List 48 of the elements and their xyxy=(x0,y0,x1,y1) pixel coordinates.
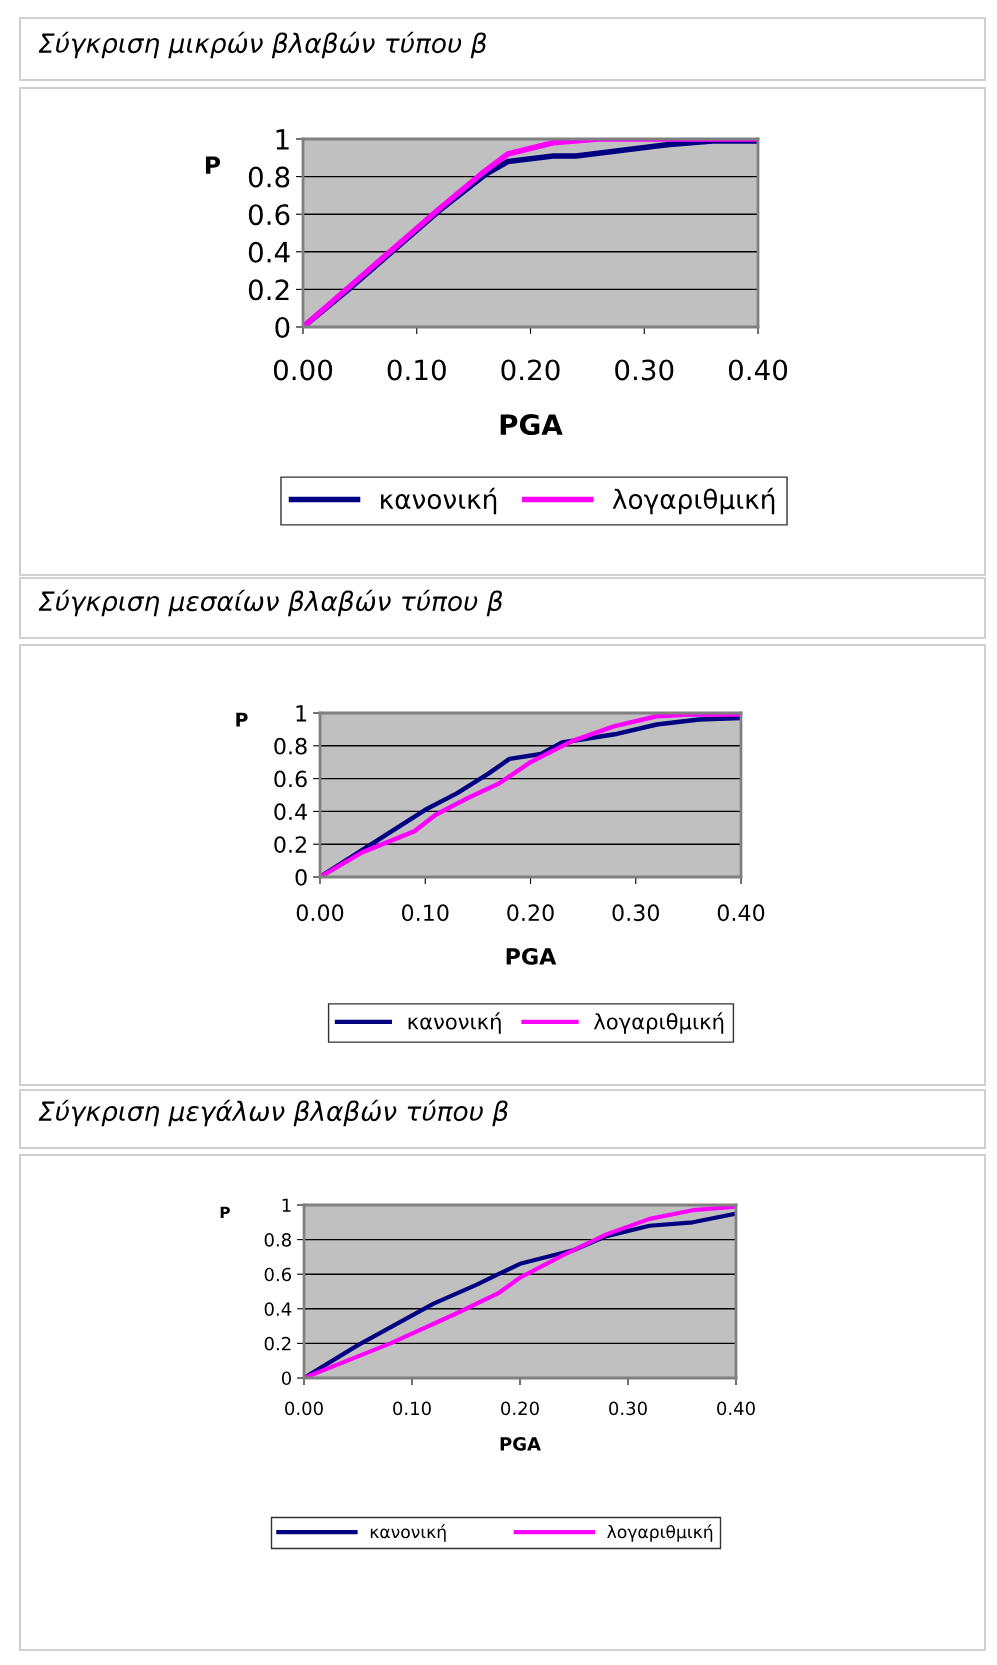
legend-label: κανονική xyxy=(370,1524,446,1542)
x-tick-label: 0.20 xyxy=(507,904,554,922)
x-tick-label: 0.20 xyxy=(501,359,560,381)
x-tick-label: 0.30 xyxy=(609,1401,647,1416)
x-axis-title: PGA xyxy=(500,414,563,436)
chart-title: Σύγκριση μεσαίων βλαβών τύπου β xyxy=(38,589,502,617)
y-tick-label: 1 xyxy=(276,129,289,150)
y-tick-label: 0.6 xyxy=(264,1267,292,1282)
legend-label: κανονική xyxy=(381,487,497,515)
x-tick-label: 0.10 xyxy=(401,904,449,922)
x-tick-label: 0.40 xyxy=(728,359,788,381)
x-tick-label: 0.10 xyxy=(387,359,446,381)
x-tick-label: 0.00 xyxy=(296,904,344,922)
y-tick-label: 0.4 xyxy=(274,803,307,821)
chart-title: Σύγκριση μεγάλων βλαβών τύπου β xyxy=(38,1099,508,1127)
y-tick-label: 0.4 xyxy=(248,241,290,263)
x-tick-label: 0.40 xyxy=(717,1401,755,1416)
y-tick-label: 0.6 xyxy=(274,770,307,788)
x-tick-label: 0.00 xyxy=(273,359,333,381)
y-tick-label: 0.2 xyxy=(248,279,289,301)
y-tick-label: 0.2 xyxy=(264,1336,291,1351)
x-tick-label: 0.30 xyxy=(615,359,674,381)
y-axis-title: P xyxy=(236,712,248,727)
y-tick-label: 0 xyxy=(275,316,290,338)
x-tick-label: 0.20 xyxy=(501,1401,539,1416)
y-tick-label: 0.2 xyxy=(274,836,306,853)
legend-label: κανονική xyxy=(408,1012,501,1034)
y-axis-title: P xyxy=(220,1206,230,1218)
x-axis-title: PGA xyxy=(506,948,557,965)
y-tick-label: 0.8 xyxy=(248,166,290,188)
x-tick-label: 0.10 xyxy=(393,1401,431,1416)
y-axis-title: P xyxy=(205,156,221,174)
legend-label: λογαριθμική xyxy=(593,1012,724,1034)
y-tick-label: 0 xyxy=(295,868,307,886)
y-tick-label: 0.6 xyxy=(248,204,290,226)
x-tick-label: 0.40 xyxy=(717,904,765,922)
y-tick-label: 1 xyxy=(282,1198,291,1212)
legend-label: λογαριθμική xyxy=(607,1524,713,1542)
y-tick-label: 0.8 xyxy=(274,737,307,755)
y-tick-label: 0.4 xyxy=(264,1302,292,1316)
y-tick-label: 0 xyxy=(281,1371,291,1386)
x-tick-label: 0.00 xyxy=(285,1401,323,1416)
x-tick-label: 0.30 xyxy=(612,904,660,922)
y-tick-label: 0.8 xyxy=(264,1233,291,1247)
chart-title: Σύγκριση μικρών βλαβών τύπου β xyxy=(38,31,486,59)
legend-label: λογαριθμική xyxy=(612,487,775,515)
x-axis-title: PGA xyxy=(500,1437,541,1451)
y-tick-label: 1 xyxy=(296,705,307,722)
